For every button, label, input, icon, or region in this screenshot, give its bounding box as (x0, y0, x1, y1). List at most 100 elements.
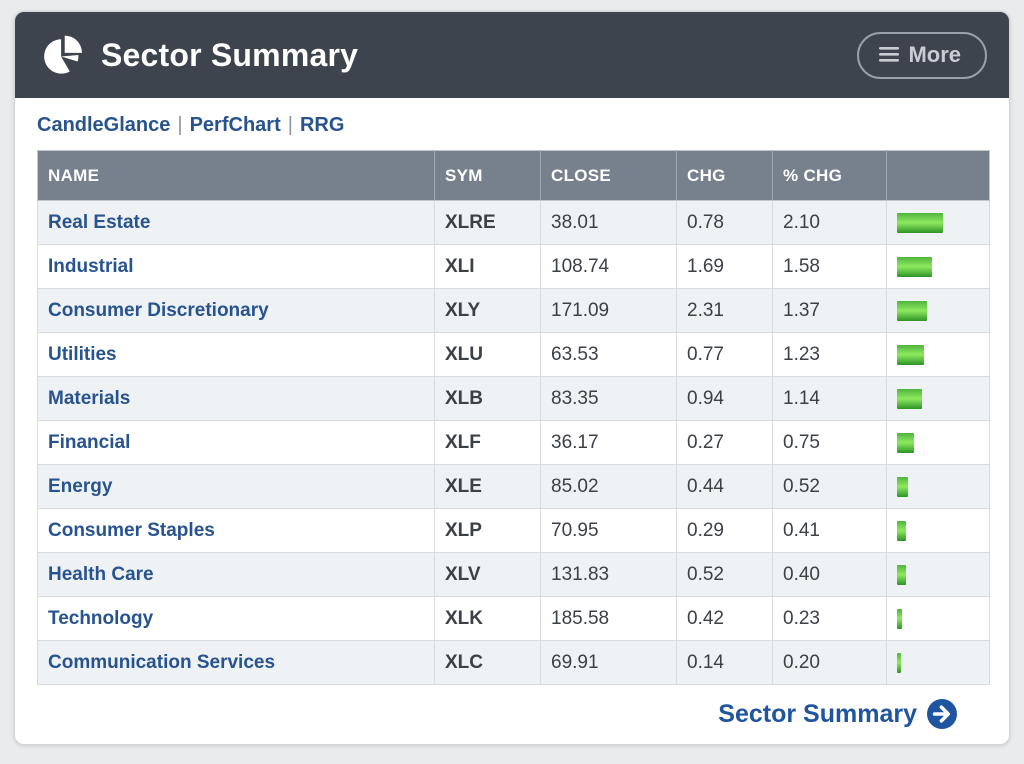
pct-change-bar (897, 212, 943, 233)
chg-cell: 0.77 (676, 332, 773, 377)
symbol-cell: XLB (434, 376, 541, 421)
column-header-sym[interactable]: SYM (434, 150, 541, 201)
chart-nav-links: CandleGlance | PerfChart | RRG (37, 114, 987, 137)
widget-header: Sector Summary More (15, 12, 1009, 98)
name-cell: Health Care (37, 552, 435, 597)
symbol-cell: XLRE (434, 200, 541, 245)
symbol-cell: XLY (434, 288, 541, 333)
pct-change-bar (897, 300, 927, 321)
column-header-chg[interactable]: CHG (676, 150, 773, 201)
name-cell: Real Estate (37, 200, 435, 245)
table-row: Materials XLB 83.35 0.94 1.14 (37, 376, 990, 421)
table-header: NAME SYM CLOSE CHG % CHG (37, 150, 990, 201)
close-cell: 70.95 (540, 508, 677, 553)
sector-link[interactable]: Financial (48, 431, 131, 453)
pct-change-bar (897, 608, 902, 629)
pct-change-bar (897, 476, 908, 497)
close-cell: 171.09 (540, 288, 677, 333)
chg-cell: 2.31 (676, 288, 773, 333)
pctchg-cell: 1.14 (772, 376, 887, 421)
pctchg-cell: 1.58 (772, 244, 887, 289)
pctchg-cell: 0.23 (772, 596, 887, 641)
chg-cell: 0.14 (676, 640, 773, 685)
table-body: Real Estate XLRE 38.01 0.78 2.10 Industr… (37, 200, 990, 685)
column-header-bar (886, 150, 990, 201)
symbol-cell: XLF (434, 420, 541, 465)
more-button[interactable]: More (857, 31, 987, 79)
name-cell: Consumer Discretionary (37, 288, 435, 333)
pct-change-bar (897, 256, 932, 277)
name-cell: Energy (37, 464, 435, 509)
table-row: Communication Services XLC 69.91 0.14 0.… (37, 640, 990, 685)
pct-change-bar (897, 564, 906, 585)
pctchg-cell: 0.40 (772, 552, 887, 597)
close-cell: 131.83 (540, 552, 677, 597)
widget-title: Sector Summary (101, 36, 359, 73)
pct-change-bar (897, 388, 922, 409)
close-cell: 36.17 (540, 420, 677, 465)
footer-link-label: Sector Summary (718, 699, 917, 728)
sector-link[interactable]: Real Estate (48, 211, 151, 233)
sector-summary-footer-link[interactable]: Sector Summary (718, 699, 957, 729)
table-row: Real Estate XLRE 38.01 0.78 2.10 (37, 200, 990, 245)
pctchg-cell: 0.52 (772, 464, 887, 509)
column-header-close[interactable]: CLOSE (540, 150, 677, 201)
widget-body: CandleGlance | PerfChart | RRG NAME SYM CLOS… (15, 98, 1009, 729)
pie-chart-icon (44, 35, 82, 74)
rrg-link[interactable]: RRG (299, 114, 345, 136)
chg-cell: 0.94 (676, 376, 773, 421)
arrow-right-circle-icon (927, 699, 957, 729)
bar-cell (886, 244, 990, 289)
table-row: Consumer Discretionary XLY 171.09 2.31 1… (37, 288, 990, 333)
bar-cell (886, 596, 990, 641)
link-separator: | (287, 114, 293, 136)
pct-change-bar (897, 432, 914, 453)
chg-cell: 1.69 (676, 244, 773, 289)
sector-link[interactable]: Energy (48, 475, 113, 497)
pctchg-cell: 0.20 (772, 640, 887, 685)
candleglance-link[interactable]: CandleGlance (37, 114, 171, 136)
bar-cell (886, 288, 990, 333)
bar-cell (886, 420, 990, 465)
sector-link[interactable]: Consumer Discretionary (48, 299, 269, 321)
chg-cell: 0.44 (676, 464, 773, 509)
name-cell: Financial (37, 420, 435, 465)
table-row: Utilities XLU 63.53 0.77 1.23 (37, 332, 990, 377)
pctchg-cell: 1.37 (772, 288, 887, 333)
column-header-pctchg[interactable]: % CHG (772, 150, 887, 201)
hamburger-menu-icon (879, 47, 900, 62)
close-cell: 63.53 (540, 332, 677, 377)
perfchart-link[interactable]: PerfChart (189, 114, 281, 136)
bar-cell (886, 200, 990, 245)
sector-link[interactable]: Communication Services (48, 651, 276, 673)
sector-link[interactable]: Materials (48, 387, 131, 409)
symbol-cell: XLV (434, 552, 541, 597)
close-cell: 185.58 (540, 596, 677, 641)
sector-summary-widget: Sector Summary More CandleGlance | PerfCha… (14, 11, 1010, 745)
sector-link[interactable]: Industrial (48, 255, 134, 277)
chg-cell: 0.42 (676, 596, 773, 641)
table-row: Health Care XLV 131.83 0.52 0.40 (37, 552, 990, 597)
column-header-name[interactable]: NAME (37, 150, 435, 201)
pct-change-bar (897, 652, 901, 673)
chg-cell: 0.29 (676, 508, 773, 553)
table-row: Technology XLK 185.58 0.42 0.23 (37, 596, 990, 641)
close-cell: 38.01 (540, 200, 677, 245)
bar-cell (886, 508, 990, 553)
name-cell: Communication Services (37, 640, 435, 685)
symbol-cell: XLE (434, 464, 541, 509)
chg-cell: 0.52 (676, 552, 773, 597)
symbol-cell: XLK (434, 596, 541, 641)
close-cell: 85.02 (540, 464, 677, 509)
pctchg-cell: 2.10 (772, 200, 887, 245)
bar-cell (886, 332, 990, 377)
chg-cell: 0.27 (676, 420, 773, 465)
close-cell: 69.91 (540, 640, 677, 685)
sector-link[interactable]: Technology (48, 607, 154, 629)
sector-link[interactable]: Utilities (48, 343, 117, 365)
name-cell: Technology (37, 596, 435, 641)
bar-cell (886, 552, 990, 597)
symbol-cell: XLI (434, 244, 541, 289)
sector-link[interactable]: Consumer Staples (48, 519, 215, 541)
sector-link[interactable]: Health Care (48, 563, 154, 585)
